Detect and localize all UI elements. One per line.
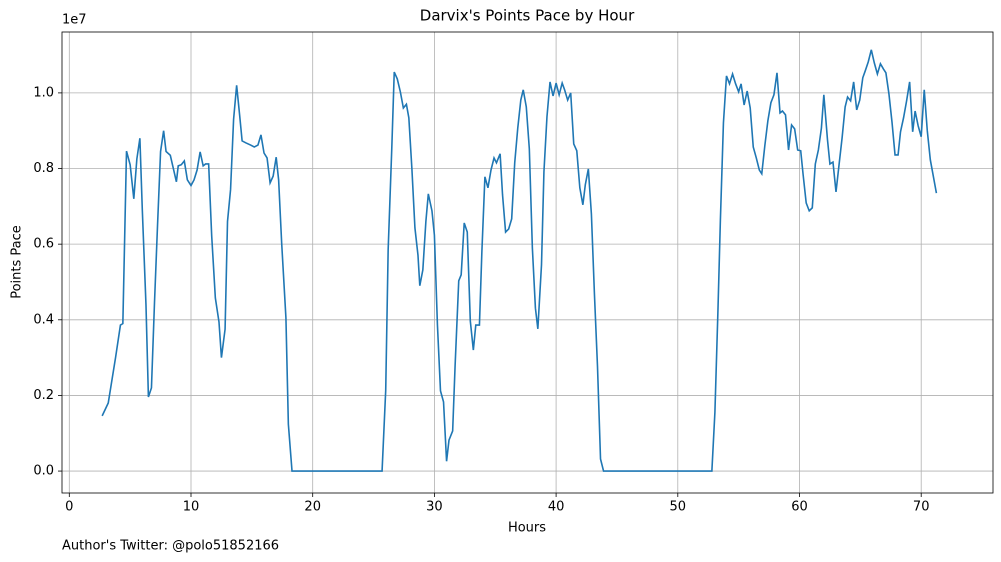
y-tick-label: 0.0 xyxy=(33,464,54,479)
x-tick-label: 0 xyxy=(65,500,73,515)
y-tick-label: 1.0 xyxy=(33,85,54,100)
y-offset-label: 1e7 xyxy=(62,13,87,28)
y-tick-label: 0.2 xyxy=(33,388,54,403)
plot-frame xyxy=(61,31,994,494)
y-tick-label: 0.6 xyxy=(33,237,54,252)
y-tick-label: 0.4 xyxy=(33,312,54,327)
x-tick-label: 30 xyxy=(426,500,443,515)
y-tick-label: 0.8 xyxy=(33,161,54,176)
y-axis-label: Points Pace xyxy=(10,225,25,299)
x-axis-label: Hours xyxy=(508,521,546,536)
chart-title: Darvix's Points Pace by Hour xyxy=(420,7,635,25)
line xyxy=(101,49,938,472)
x-tick-label: 40 xyxy=(548,500,565,515)
x-tick-label: 70 xyxy=(913,500,930,515)
x-tick-label: 20 xyxy=(304,500,321,515)
x-tick-label: 60 xyxy=(791,500,808,515)
x-tick-label: 50 xyxy=(670,500,687,515)
x-tick-label: 10 xyxy=(183,500,200,515)
footnote: Author's Twitter: @polo51852166 xyxy=(62,539,279,554)
